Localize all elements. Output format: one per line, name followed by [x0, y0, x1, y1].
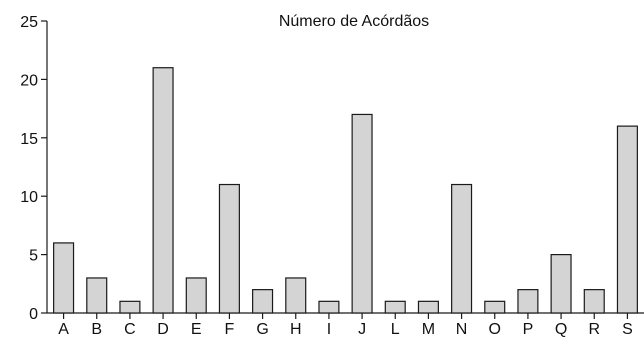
y-tick-label: 0 — [29, 306, 38, 323]
x-tick-label: F — [225, 321, 235, 337]
chart-title: Número de Acórdãos — [279, 13, 429, 30]
x-tick-label: A — [58, 321, 69, 337]
x-tick-label: N — [456, 321, 468, 337]
x-tick-label: C — [124, 321, 136, 337]
bar-G — [252, 289, 274, 314]
y-tick-label: 15 — [20, 131, 38, 148]
x-tick-label: O — [489, 321, 501, 337]
x-tick-label: H — [290, 321, 302, 337]
bar-L — [384, 300, 406, 314]
bar-O — [484, 300, 506, 314]
x-tick-label: G — [256, 321, 268, 337]
bar-C — [119, 300, 141, 314]
y-axis: 0 5 10 15 20 25 — [20, 14, 48, 323]
x-tick-label: S — [622, 321, 633, 337]
x-tick-label: E — [191, 321, 202, 337]
x-tick-label: J — [358, 321, 366, 337]
bar-A — [53, 242, 75, 314]
x-tick-label: R — [588, 321, 600, 337]
x-tick-label: L — [391, 321, 400, 337]
bar-J — [351, 113, 373, 314]
bar-F — [218, 183, 240, 314]
y-tick-label: 5 — [29, 248, 38, 265]
bar-I — [318, 300, 340, 314]
y-tick-label: 20 — [20, 72, 38, 89]
y-tick-label: 25 — [20, 14, 38, 31]
bar-H — [285, 277, 307, 314]
bar-M — [417, 300, 439, 314]
x-tick-label: Q — [555, 321, 567, 337]
bar-S — [616, 125, 638, 314]
y-tick-label: 10 — [20, 189, 38, 206]
bar-R — [583, 289, 605, 314]
x-tick-label: I — [327, 321, 331, 337]
bar-N — [451, 183, 473, 314]
bar-E — [185, 277, 207, 314]
bar-P — [517, 289, 539, 314]
x-tick-label: P — [523, 321, 534, 337]
bars — [53, 67, 638, 314]
bar-B — [86, 277, 108, 314]
bar-D — [152, 67, 174, 314]
x-tick-label: M — [422, 321, 435, 337]
bar-Q — [550, 254, 572, 314]
x-tick-label: D — [157, 321, 169, 337]
x-tick-label: B — [91, 321, 102, 337]
